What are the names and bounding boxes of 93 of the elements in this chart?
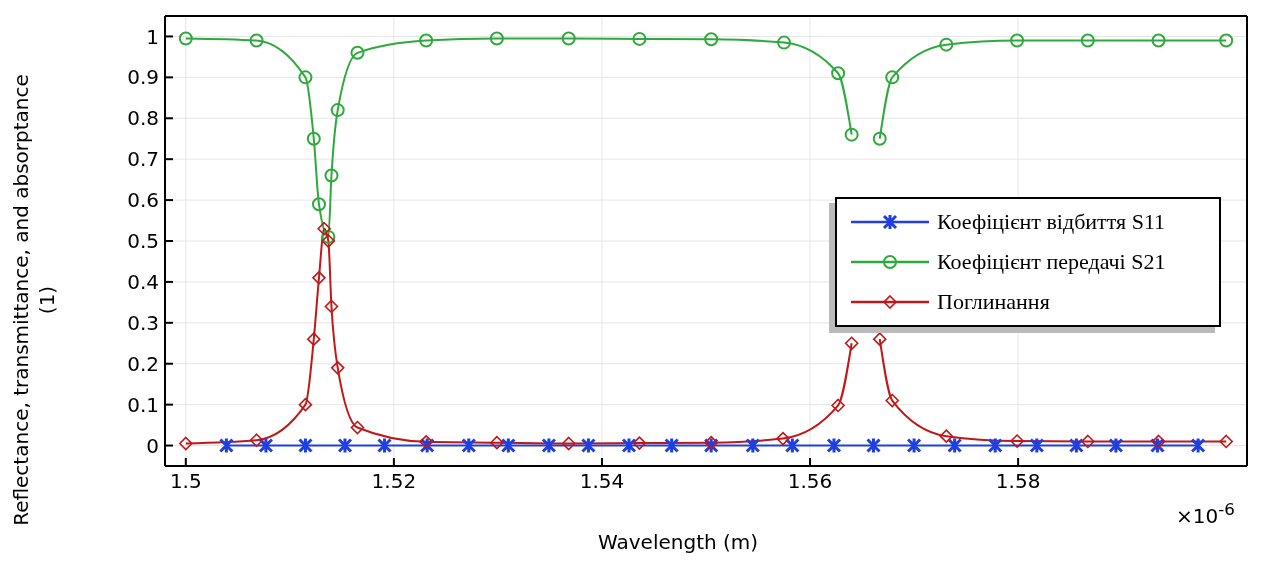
point	[632, 31, 647, 46]
point	[831, 398, 845, 413]
x-tick-label: 1.5	[169, 469, 202, 494]
y-axis-title: Reflectance, transmittance, and absorptance (1)	[8, 73, 60, 528]
y-tick-label: 0.3	[127, 310, 159, 335]
point	[1029, 437, 1045, 455]
point	[311, 197, 326, 212]
point	[337, 437, 353, 455]
legend-label: Коефіцієнт передачі S21	[937, 249, 1166, 275]
point	[632, 436, 647, 450]
point	[321, 229, 336, 244]
point	[317, 221, 331, 236]
point	[419, 33, 434, 48]
point	[298, 70, 313, 85]
legend-label: Поглинання	[937, 289, 1050, 315]
point	[324, 299, 339, 314]
point	[249, 433, 264, 448]
point	[745, 437, 761, 455]
point	[298, 397, 313, 412]
point	[178, 31, 193, 46]
point	[500, 437, 516, 455]
point	[844, 127, 859, 142]
point	[249, 33, 264, 48]
point	[330, 103, 345, 118]
point	[330, 361, 345, 375]
y-tick-label: 0.7	[127, 147, 159, 172]
point	[621, 437, 637, 455]
point	[377, 437, 393, 455]
point	[1190, 437, 1206, 455]
point	[321, 234, 336, 248]
point	[831, 66, 846, 81]
y-tick-label: 0.5	[127, 229, 159, 254]
point	[490, 435, 504, 450]
point	[1151, 434, 1166, 449]
y-tick-label: 0.6	[127, 188, 159, 213]
point	[312, 271, 326, 285]
point	[419, 435, 433, 449]
point	[664, 437, 680, 455]
y-tick-label: 0.9	[127, 65, 159, 90]
x-tick-label: 1.56	[787, 469, 833, 494]
point	[1108, 437, 1124, 455]
y-tick-label: 0	[146, 433, 159, 458]
point	[777, 35, 792, 50]
text: ×10$^{-6}$	[1176, 500, 1235, 528]
y-tick-label: 0.1	[127, 392, 159, 417]
point	[704, 435, 718, 450]
point	[939, 429, 954, 443]
point	[561, 436, 576, 451]
point	[1080, 33, 1095, 48]
point	[541, 437, 557, 455]
point	[258, 437, 274, 455]
point	[179, 436, 193, 451]
point	[885, 393, 900, 408]
point	[1068, 437, 1084, 455]
point	[987, 437, 1003, 455]
point	[826, 437, 842, 455]
point	[306, 131, 321, 146]
point	[580, 437, 596, 455]
y-tick-label: 0.8	[127, 106, 159, 131]
point	[872, 332, 887, 346]
point	[1010, 33, 1025, 48]
y-tick-label: 1	[146, 24, 159, 49]
point	[218, 437, 234, 455]
point	[784, 437, 800, 455]
point	[1081, 434, 1095, 449]
point	[844, 336, 859, 351]
y-tick-label: 0.4	[127, 270, 159, 295]
point	[1010, 434, 1024, 448]
x-axis-title: Wavelength (m)	[598, 530, 759, 554]
point	[461, 437, 477, 455]
point	[947, 437, 963, 455]
point	[489, 31, 504, 46]
point	[297, 437, 313, 455]
legend-label: Коефіцієнт відбиття S11	[937, 209, 1166, 235]
x-tick-label: 1.58	[995, 469, 1041, 494]
point	[1219, 33, 1234, 48]
point	[906, 437, 922, 455]
point	[350, 420, 365, 435]
x-tick-label: 1.54	[579, 469, 625, 494]
point	[561, 31, 576, 46]
x-tick-label: 1.52	[371, 469, 417, 494]
point	[324, 168, 339, 183]
point	[776, 431, 790, 446]
point	[1151, 33, 1166, 48]
point	[866, 437, 881, 455]
point	[704, 32, 719, 47]
point	[1219, 434, 1233, 449]
point	[306, 332, 321, 346]
point	[885, 70, 900, 85]
point	[350, 45, 365, 60]
point	[872, 131, 887, 146]
y-tick-label: 0.2	[127, 351, 159, 376]
point	[939, 37, 954, 52]
